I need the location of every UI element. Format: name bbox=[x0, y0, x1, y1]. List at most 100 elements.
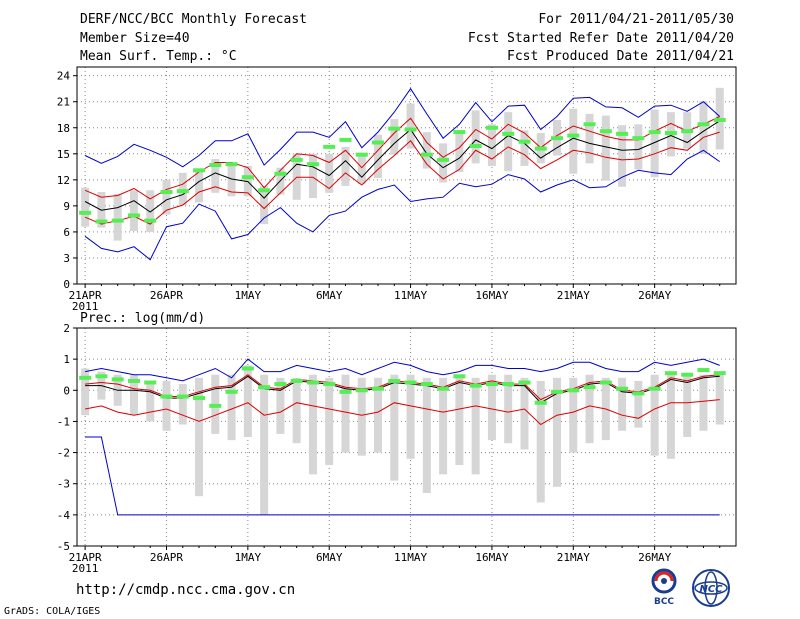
panel1-variable-label: Mean Surf. Temp.: °C bbox=[80, 49, 237, 64]
min-line bbox=[84, 149, 720, 261]
spread-box bbox=[162, 179, 171, 215]
y-tick-label: 15 bbox=[57, 148, 70, 161]
upper-line bbox=[85, 374, 720, 401]
observed-marker bbox=[274, 382, 287, 387]
observed-marker bbox=[616, 131, 629, 136]
observed-marker bbox=[225, 389, 238, 394]
y-tick-label: 6 bbox=[63, 226, 70, 239]
spread-box bbox=[341, 374, 350, 453]
observed-marker bbox=[79, 210, 92, 215]
spread-box bbox=[455, 131, 464, 173]
observed-marker bbox=[372, 140, 385, 145]
x-tick-label: 21MAY bbox=[557, 289, 590, 302]
observed-marker bbox=[79, 375, 92, 380]
forecast-produced-date: Fcst Produced Date 2011/04/21 bbox=[507, 49, 734, 64]
spread-box bbox=[439, 377, 448, 475]
precipitation-panel: -5 -4 -3 -2 -1 0 1 2 21APR 26APR 1MAY 6MAY 11MAY 16MA… bbox=[57, 322, 737, 575]
min-line bbox=[85, 436, 720, 516]
lower-line bbox=[84, 131, 720, 225]
observed-marker bbox=[241, 366, 254, 371]
observed-marker bbox=[258, 385, 271, 390]
spread-box bbox=[308, 374, 317, 475]
observed-marker bbox=[713, 117, 726, 122]
y-tick-label: 12 bbox=[57, 174, 70, 187]
spread-box bbox=[585, 374, 594, 444]
y-tick-label: 0 bbox=[63, 384, 70, 397]
observed-marker bbox=[583, 122, 596, 127]
observed-marker bbox=[551, 389, 564, 394]
forecast-period: For 2011/04/21-2011/05/30 bbox=[538, 12, 734, 27]
x-tick-label: 26MAY bbox=[638, 289, 671, 302]
spread-box bbox=[422, 377, 431, 494]
spread-box bbox=[601, 115, 610, 181]
x-tick-label: 11MAY bbox=[394, 551, 427, 564]
observed-marker bbox=[502, 382, 515, 387]
observed-marker bbox=[681, 129, 694, 134]
y-tick-label: -1 bbox=[57, 415, 70, 428]
footer-url[interactable]: http://cmdp.ncc.cma.gov.cn bbox=[76, 582, 296, 598]
x-tick-label: 21MAY bbox=[557, 551, 590, 564]
observed-marker bbox=[144, 380, 157, 385]
observed-marker bbox=[323, 144, 336, 149]
spread-box bbox=[390, 374, 399, 481]
spread-box bbox=[553, 377, 562, 487]
observed-marker bbox=[420, 382, 433, 387]
spread-box bbox=[227, 374, 236, 441]
spread-box bbox=[569, 377, 578, 453]
temperature-panel: 0 3 6 9 12 15 18 21 24 21APR 26APR 1MAY 6MAY 11MAY 16M… bbox=[57, 66, 737, 313]
spread-box bbox=[650, 374, 659, 456]
observed-marker bbox=[176, 394, 189, 399]
observed-marker bbox=[388, 378, 401, 383]
observed-marker bbox=[453, 374, 466, 379]
observed-marker bbox=[95, 374, 108, 379]
observed-marker bbox=[632, 391, 645, 396]
spread-box bbox=[455, 374, 464, 466]
grid bbox=[77, 67, 736, 284]
y-tick-label: 0 bbox=[63, 278, 70, 291]
max-line bbox=[84, 87, 721, 168]
observed-marker bbox=[127, 378, 140, 383]
observed-marker bbox=[453, 130, 466, 135]
spread-box bbox=[81, 368, 90, 416]
x-tick-label: 21APR bbox=[69, 289, 102, 302]
grid bbox=[77, 328, 736, 546]
spread-box bbox=[406, 103, 415, 149]
observed-marker bbox=[225, 162, 238, 167]
bcc-logo: BCC bbox=[643, 566, 685, 607]
ncc-logo: NCC bbox=[688, 568, 734, 608]
x-year-label: 2011 bbox=[72, 300, 99, 313]
spread-box bbox=[585, 113, 594, 164]
spread-box bbox=[422, 132, 431, 169]
spread-box bbox=[178, 172, 187, 206]
x-tick-label: 1MAY bbox=[235, 289, 262, 302]
observed-marker bbox=[420, 152, 433, 157]
spread-box bbox=[195, 377, 204, 497]
observed-marker bbox=[437, 157, 450, 162]
spread-box bbox=[569, 108, 578, 174]
observed-marker bbox=[95, 219, 108, 224]
spread-box bbox=[699, 100, 708, 154]
x-tick-label: 26MAY bbox=[638, 551, 671, 564]
observed-marker bbox=[290, 157, 303, 162]
spread-box bbox=[504, 112, 513, 172]
y-tick-label: -3 bbox=[57, 478, 70, 491]
spread-box bbox=[504, 374, 513, 444]
observed-marker bbox=[372, 386, 385, 391]
spread-box bbox=[683, 374, 692, 437]
observed-marker bbox=[518, 139, 531, 144]
spread-box bbox=[260, 374, 269, 515]
observed-marker bbox=[404, 127, 417, 132]
spread-box bbox=[129, 374, 138, 416]
observed-markers bbox=[79, 366, 726, 408]
spread-box bbox=[487, 124, 496, 166]
observed-marker bbox=[111, 218, 124, 223]
bcc-logo-text: BCC bbox=[654, 597, 674, 606]
x-tick-label: 21APR bbox=[69, 551, 102, 564]
spread-box bbox=[715, 371, 724, 425]
observed-marker bbox=[355, 388, 368, 393]
spread-box bbox=[129, 190, 138, 232]
observed-marker bbox=[599, 380, 612, 385]
spread-box bbox=[699, 374, 708, 431]
observed-marker bbox=[567, 388, 580, 393]
